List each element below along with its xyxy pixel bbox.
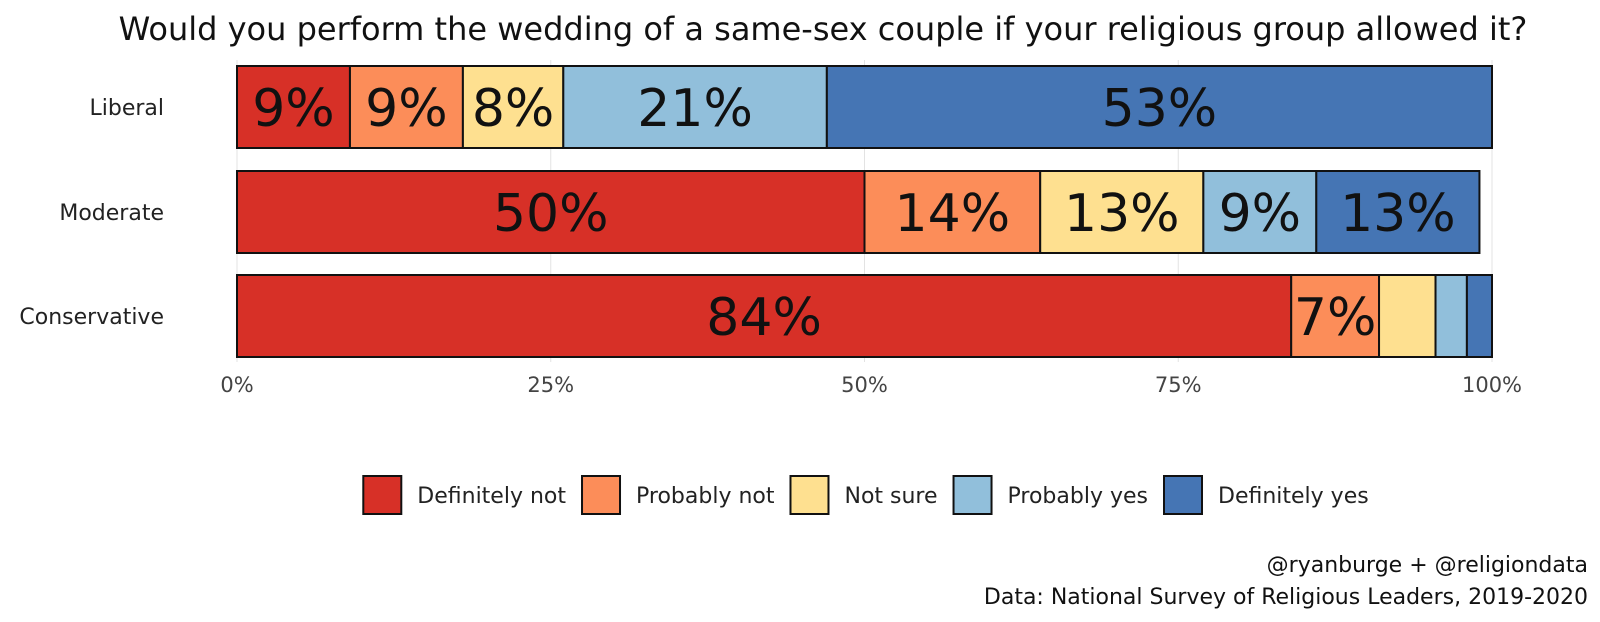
legend-item-definitely-yes: Definitely yes [1163,475,1369,515]
bar-liberal-definitely-not [236,65,351,149]
legend-key-definitely-not [362,475,403,515]
x-axis-ticks: 0% 25% 50% 75% 100% [220,373,1522,397]
bar-moderate-definitely-yes [1315,170,1481,254]
bar-value-label-conservative-definitely-not: 84% [706,288,822,348]
bar-value-label-liberal-probably-yes: 21% [637,79,753,139]
legend-key-not-sure [789,475,830,515]
bar-value-label-moderate-not-sure: 13% [1064,184,1180,244]
legend-key-definitely-yes [1163,475,1203,515]
x-tick-label-25: 25% [527,373,574,397]
bar-value-label-liberal-definitely-yes: 53% [1102,79,1218,139]
bar-liberal-probably-yes [562,65,828,149]
bar-conservative-probably-yes [1434,274,1468,358]
bar-moderate-definitely-not [236,170,866,254]
row-label-moderate: Moderate [59,201,164,226]
bar-value-label-moderate-probably-yes: 9% [1219,184,1302,244]
x-tick-label-100: 100% [1462,373,1522,397]
bar-value-label-conservative-probably-not: 7% [1294,288,1377,348]
row-labels: Liberal Moderate Conservative [19,96,164,330]
legend-label-definitely-yes: Definitely yes [1218,484,1369,509]
legend-label-not-sure: Not sure [844,484,937,509]
legend-label-probably-not: Probably not [636,484,775,509]
row-label-conservative: Conservative [19,305,164,330]
bar-value-label-moderate-probably-not: 14% [895,184,1011,244]
legend-item-probably-yes: Probably yes [952,475,1148,515]
legend-item-definitely-not: Definitely not [362,475,566,515]
caption-credit: @ryanburge + @religiondata [1267,553,1588,578]
bar-conservative-definitely-not [236,274,1293,358]
bars: 9% 9% 8% 21% 53% 50% 14% 13% 9% 13% 84% 7% [236,65,1494,358]
bar-moderate-probably-yes [1202,170,1318,254]
bar-liberal-not-sure [461,65,565,149]
bar-value-label-moderate-definitely-yes: 13% [1340,184,1456,244]
legend-item-probably-not: Probably not [581,475,775,515]
bar-value-label-liberal-probably-not: 9% [365,79,448,139]
row-label-liberal: Liberal [89,96,164,121]
caption: @ryanburge + @religiondata Data: Nationa… [984,553,1588,610]
chart-title: Would you perform the wedding of a same-… [119,10,1528,48]
legend-item-not-sure: Not sure [789,475,938,515]
bar-value-label-liberal-definitely-not: 9% [252,79,335,139]
bar-liberal-definitely-yes [825,65,1493,149]
bar-moderate-probably-not [863,170,1042,254]
bar-conservative-not-sure [1378,274,1437,358]
legend-label-probably-yes: Probably yes [1008,484,1148,509]
bar-value-label-liberal-not-sure: 8% [472,79,555,139]
bar-liberal-probably-not [348,65,464,149]
bar-conservative-definitely-yes [1465,274,1494,358]
x-tick-label-50: 50% [841,373,888,397]
x-tick-label-75: 75% [1155,373,1202,397]
legend-label-definitely-not: Definitely not [417,484,566,509]
legend-key-probably-not [581,475,622,515]
legend: Definitely not Probably not Not sure Probab… [362,475,1369,515]
bar-value-label-moderate-definitely-not: 50% [493,184,609,244]
x-tick-label-0: 0% [220,373,253,397]
legend-key-probably-yes [952,475,993,515]
caption-source: Data: National Survey of Religious Leade… [984,585,1588,610]
